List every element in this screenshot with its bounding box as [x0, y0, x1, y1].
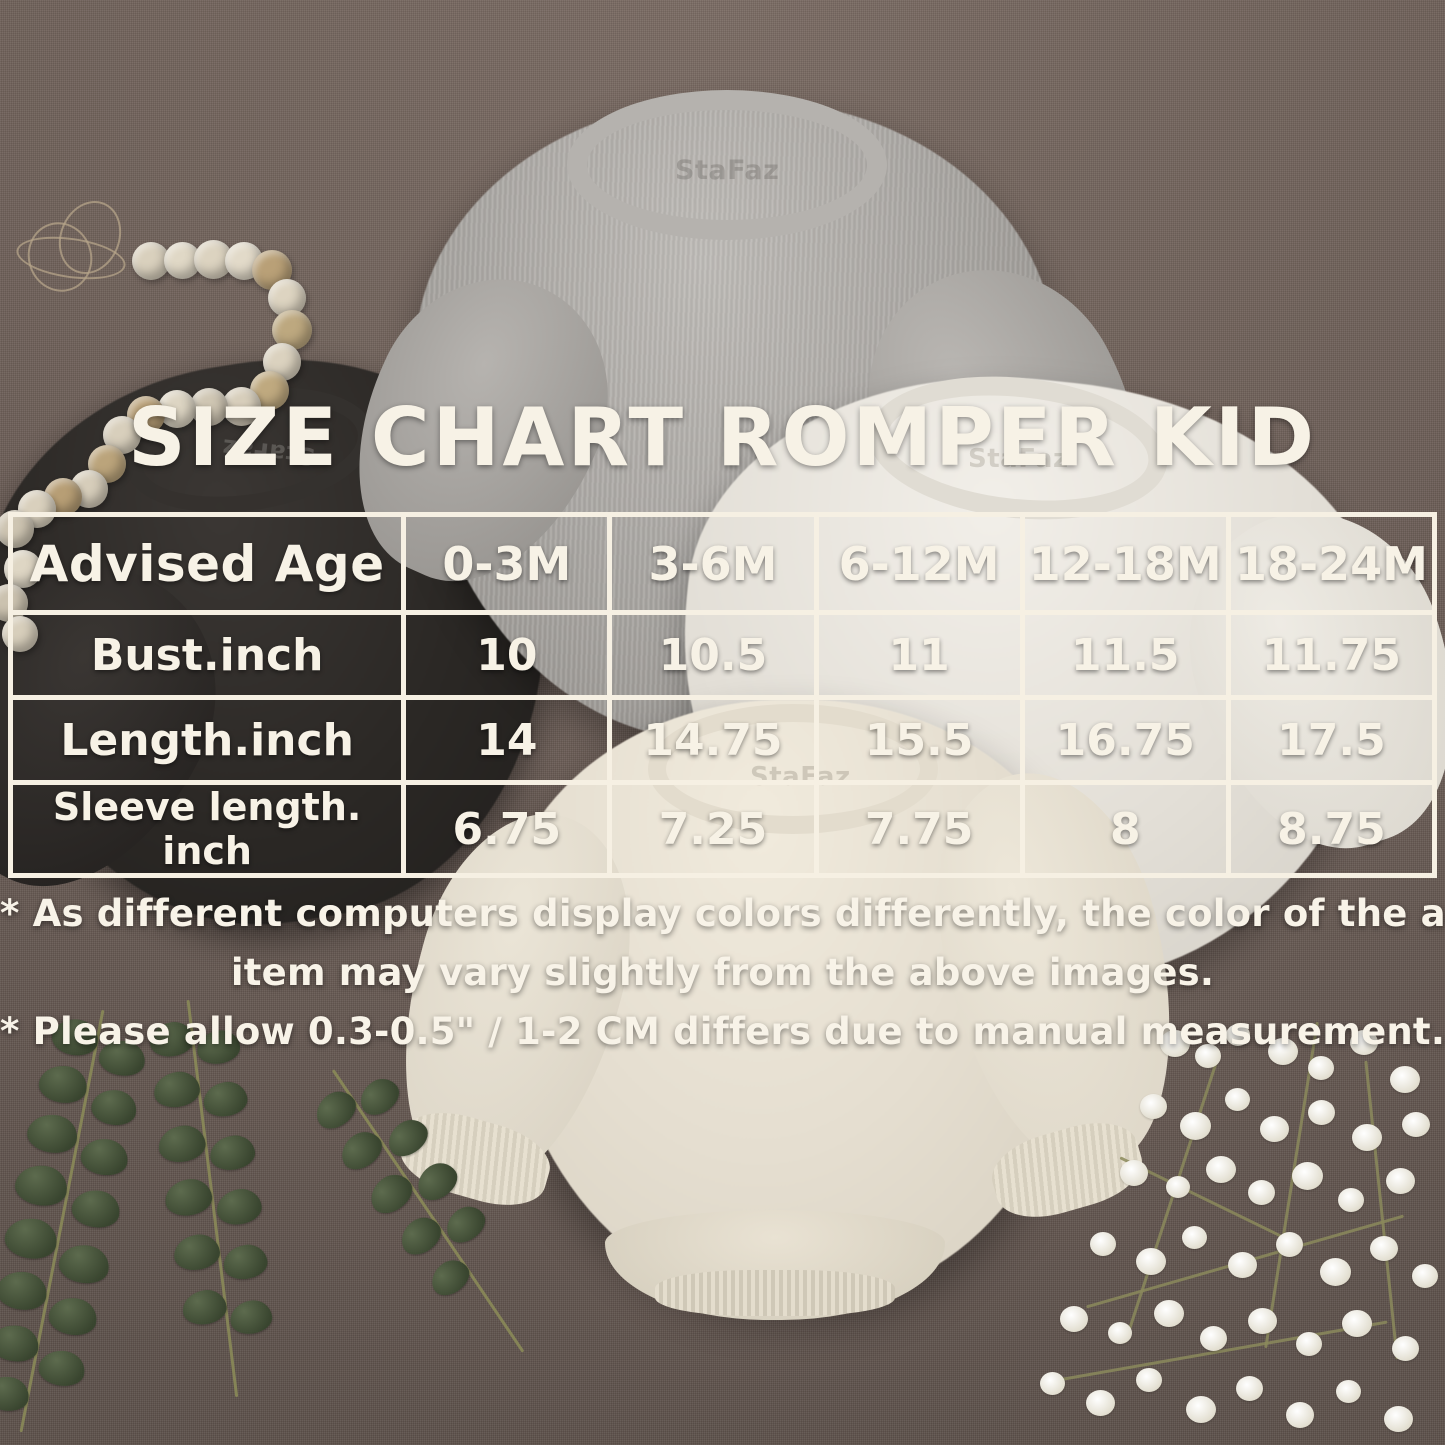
header-size-18-24m: 18-24M	[1230, 512, 1437, 615]
sleeve-12-18m: 8	[1024, 785, 1231, 878]
length-6-12m: 15.5	[818, 700, 1025, 785]
brand-tag-white: StaFaz	[968, 444, 1069, 474]
table-row-bust: Bust.inch 10 10.5 11 11.5 11.75	[8, 615, 1437, 700]
note-line-2: item may vary slightly from the above im…	[230, 951, 1215, 994]
sleeve-0-3m: 6.75	[406, 785, 613, 878]
white-romper: StaFaz	[620, 345, 1445, 1040]
note-line-1: * As different computers display colors …	[0, 892, 1445, 935]
bust-6-12m: 11	[818, 615, 1025, 700]
length-0-3m: 14	[406, 700, 613, 785]
sleeve-3-6m: 7.25	[612, 785, 819, 878]
length-18-24m: 17.5	[1230, 700, 1437, 785]
sleeve-6-12m: 7.75	[818, 785, 1025, 878]
babys-breath-flowers	[1020, 1020, 1445, 1445]
header-size-12-18m: 12-18M	[1024, 512, 1231, 615]
bust-18-24m: 11.75	[1230, 615, 1437, 700]
header-size-6-12m: 6-12M	[818, 512, 1025, 615]
length-12-18m: 16.75	[1024, 700, 1231, 785]
row-label-bust: Bust.inch	[8, 615, 407, 700]
bust-3-6m: 10.5	[612, 615, 819, 700]
table-header-row: Advised Age 0-3M 3-6M 6-12M 12-18M 18-24…	[8, 512, 1437, 615]
header-size-3-6m: 3-6M	[612, 512, 819, 615]
brand-tag-cream: StaFaz	[750, 762, 851, 792]
header-advised-age: Advised Age	[8, 512, 407, 615]
bust-0-3m: 10	[406, 615, 613, 700]
bead-garland	[0, 180, 420, 700]
page-title: SIZE CHART ROMPER KID	[127, 391, 1317, 484]
table-row-sleeve: Sleeve length. inch 6.75 7.25 7.75 8 8.7…	[8, 785, 1437, 878]
header-size-0-3m: 0-3M	[406, 512, 613, 615]
disclaimer-notes: * As different computers display colors …	[0, 884, 1445, 1061]
row-label-length: Length.inch	[8, 700, 407, 785]
sleeve-18-24m: 8.75	[1230, 785, 1437, 878]
row-label-sleeve: Sleeve length. inch	[8, 785, 407, 878]
bust-12-18m: 11.5	[1024, 615, 1231, 700]
brand-tag-gray: StaFaz	[675, 155, 780, 186]
size-chart-table: Advised Age 0-3M 3-6M 6-12M 12-18M 18-24…	[8, 512, 1437, 878]
note-line-3: * Please allow 0.3-0.5" / 1-2 CM differs…	[0, 1010, 1445, 1053]
table-row-length: Length.inch 14 14.75 15.5 16.75 17.5	[8, 700, 1437, 785]
length-3-6m: 14.75	[612, 700, 819, 785]
cream-romper: StaFaz	[366, 690, 1208, 1330]
